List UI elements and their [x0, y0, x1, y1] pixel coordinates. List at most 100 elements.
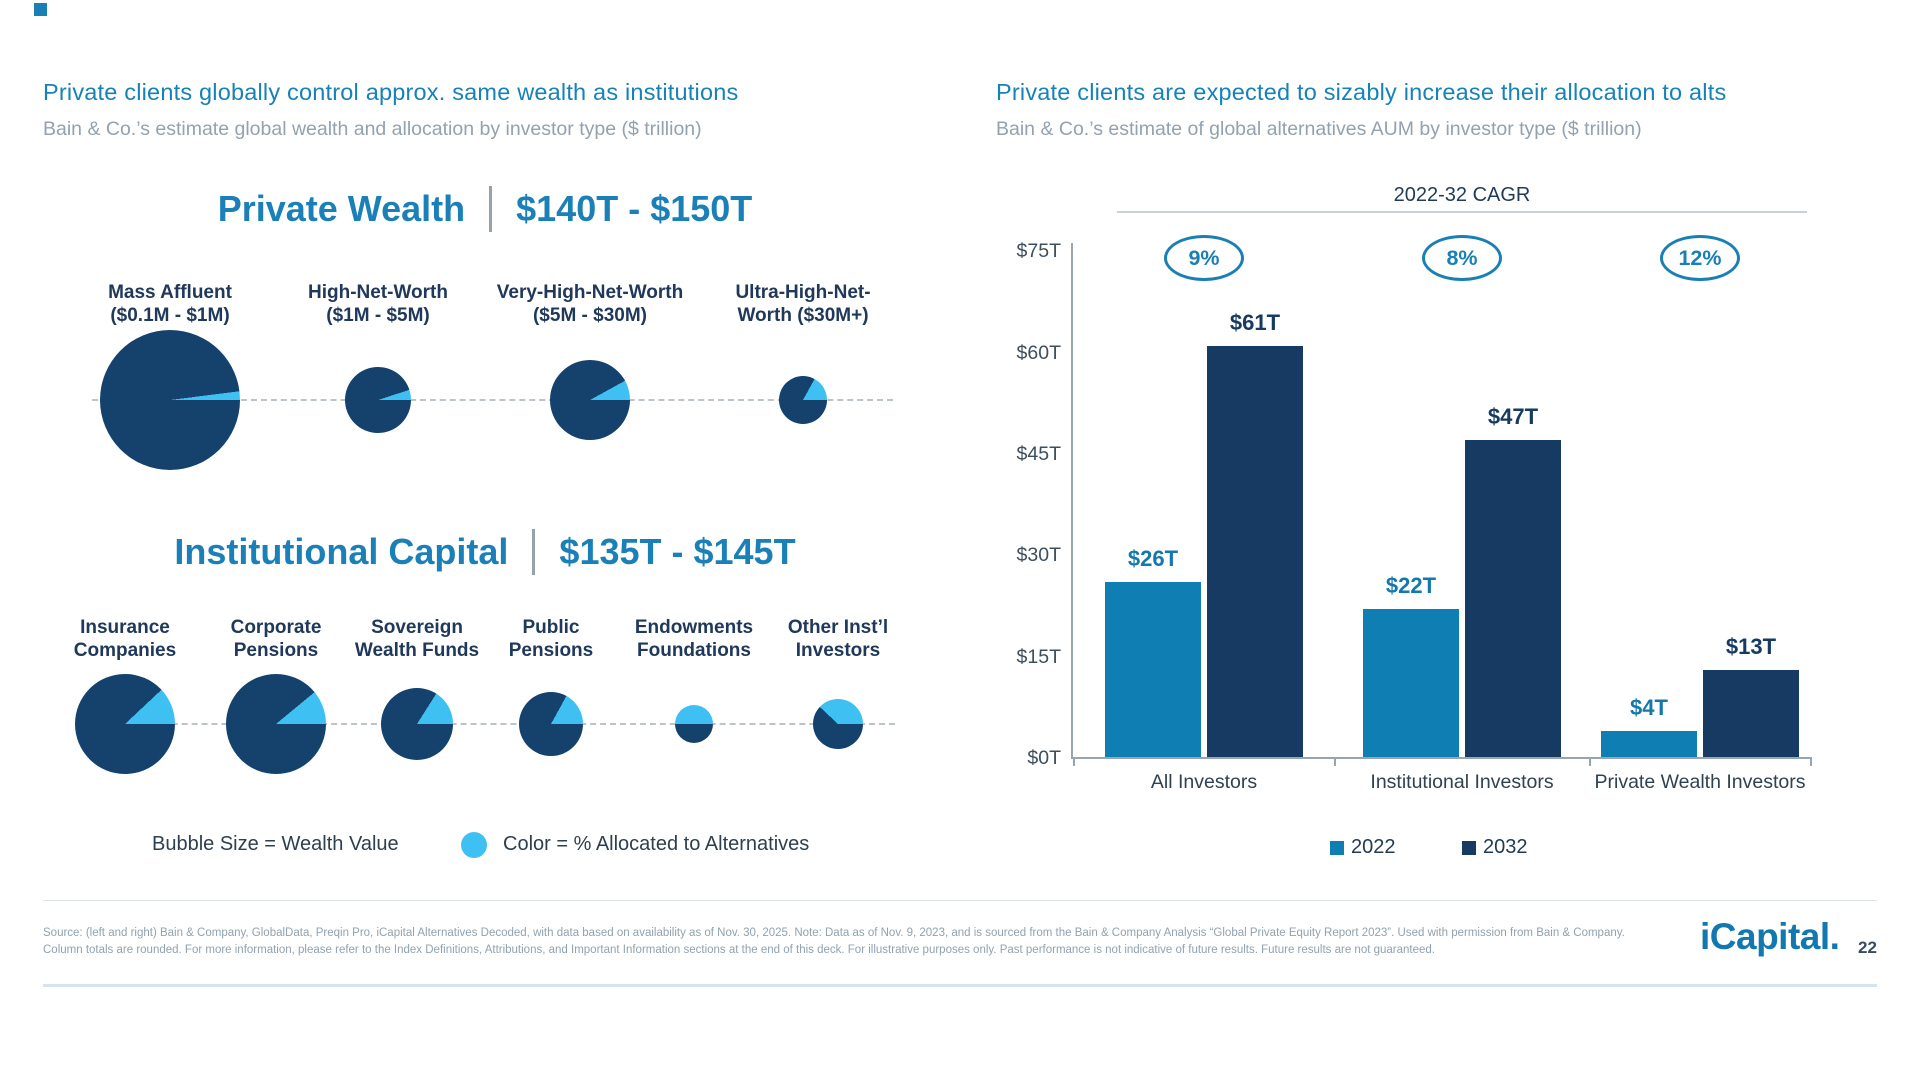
left-chart-subtitle: Bain & Co.’s estimate global wealth and … [43, 118, 702, 140]
bubble-category-label-line: Mass Affluent [108, 282, 232, 303]
bubble-category-label-ultra-high-net: Ultra-High-Net- Worth ($30M+) [693, 281, 913, 327]
bubble-category-label-line: Sovereign [371, 617, 463, 638]
cagr-title: 2022-32 CAGR [1393, 184, 1531, 206]
footer-top-divider [43, 900, 1877, 901]
bubble-category-label-sovereign: Sovereign Wealth Funds [307, 616, 527, 662]
y-tick-label-0: $0T [1027, 747, 1061, 769]
legend-label-2032: 2032 [1483, 836, 1528, 858]
bubble-category-label-line: Ultra-High-Net- [735, 282, 871, 303]
bubble-category-label-line: Corporate [230, 617, 322, 638]
axis-tick [1589, 758, 1591, 766]
cagr-badge-private-wealth-investors: 12% [1660, 235, 1740, 281]
bubble-category-label-line: Pensions [233, 640, 319, 661]
bubble-category-label-line: Worth ($30M+) [737, 305, 869, 326]
bubble-mass-affluent [100, 330, 240, 470]
bubble-category-label-line: Other Inst’l [787, 617, 889, 638]
icapital-logo-text: iCapital [1700, 916, 1830, 957]
legend-swatch-2022 [1330, 840, 1344, 855]
bubble-high-net-worth [345, 367, 411, 433]
bubble-very-high-net-worth [550, 360, 630, 440]
institutional-capital-range: $135T - $145T [559, 531, 796, 572]
bar-value-2032-institutional-investors: $47T [1487, 404, 1539, 430]
bar-2032-private-wealth-investors [1703, 670, 1799, 758]
private-wealth-heading-label: Private Wealth [217, 188, 466, 229]
private-wealth-heading: Private Wealth $140T - $150T [60, 186, 910, 232]
bubble-category-label-mass-affluent: Mass Affluent ($0.1M - $1M) [60, 281, 280, 327]
bubble-corporate [226, 674, 326, 774]
accent-square [34, 3, 47, 16]
cagr-underline [1117, 211, 1807, 213]
bubble-endowments [675, 705, 713, 743]
bar-2032-all-investors [1207, 345, 1303, 758]
bar-value-2022-private-wealth-investors: $4T [1630, 694, 1668, 720]
bar-value-2022-institutional-investors: $22T [1385, 573, 1437, 599]
bubble-category-label-line: Endowments [634, 617, 754, 638]
y-tick-label-15: $15T [1016, 645, 1061, 668]
bubble-category-label-line: Insurance [80, 617, 170, 638]
bubble-category-label-high-net-worth: High-Net-Worth ($1M - $5M) [268, 281, 488, 327]
bubble-ultra-high-net [779, 376, 827, 424]
bar-chart: $75T $60T $45T $30T $15T $0T 9% $26T $61T All Inv… [1016, 235, 1812, 793]
bubble-category-label-endowments: Endowments Foundations [584, 616, 804, 662]
legend-item-2032: 2032 [1462, 836, 1528, 859]
bubble-category-label-insurance: Insurance Companies [15, 616, 235, 662]
heading-separator [489, 186, 493, 232]
institutional-capital-heading: Institutional Capital $135T - $145T [60, 529, 910, 575]
y-tick-label-30: $30T [1016, 544, 1061, 567]
source-note: Source: (left and right) Bain & Company,… [43, 927, 1625, 956]
bar-2022-private-wealth-investors [1601, 730, 1697, 758]
bubble-category-label-other-inst-l: Other Inst’l Investors [728, 616, 948, 662]
legend-swatch-2032 [1462, 840, 1476, 855]
bar-2022-all-investors [1105, 582, 1201, 758]
heading-separator [532, 529, 536, 575]
legend-label-2022: 2022 [1351, 836, 1396, 858]
bubble-category-label-line: ($1M - $5M) [326, 305, 430, 326]
y-axis-line [1071, 243, 1073, 759]
bubble-public [519, 692, 583, 756]
bubble-category-label-corporate: Corporate Pensions [166, 616, 386, 662]
left-chart-title: Private clients globally control approx.… [43, 79, 739, 105]
icapital-logo-dot: . [1829, 916, 1840, 957]
bar-value-2032-all-investors: $61T [1229, 309, 1281, 335]
y-tick-label-45: $45T [1016, 442, 1061, 465]
bubble-category-label-line: ($0.1M - $1M) [110, 305, 230, 326]
bar-value-2032-private-wealth-investors: $13T [1725, 634, 1777, 660]
cagr-badge-institutional-investors: 8% [1422, 235, 1502, 281]
axis-tick [1810, 758, 1812, 766]
color-legend-swatch [461, 832, 487, 858]
x-category-label-all-investors: All Investors [1150, 771, 1258, 793]
bubble-category-label-line: Foundations [637, 640, 751, 661]
x-category-label-private-wealth-investors: Private Wealth Investors [1594, 771, 1806, 793]
x-category-label-institutional-investors: Institutional Investors [1370, 771, 1554, 793]
bubble-category-label-line: Companies [73, 640, 177, 661]
y-tick-label-60: $60T [1016, 341, 1061, 364]
bubble-category-label-line: High-Net-Worth [307, 282, 448, 303]
bubble-category-label-line: Very-High-Net-Worth [496, 282, 684, 303]
bubble-category-label-very-high-net-worth: Very-High-Net-Worth ($5M - $30M) [480, 281, 700, 327]
bubble-sovereign [381, 688, 453, 760]
bubble-axis-line [92, 723, 895, 725]
bubble-category-label-line: Wealth Funds [354, 640, 480, 661]
bubble-category-label-line: Investors [795, 640, 881, 661]
institutional-capital-heading-label: Institutional Capital [174, 531, 509, 572]
footer-bottom-divider [43, 984, 1877, 987]
bar-2022-institutional-investors [1363, 609, 1459, 758]
size-legend-label: Bubble Size = Wealth Value [152, 833, 399, 855]
bubble-other-inst-l [813, 699, 863, 749]
x-axis-line [1071, 757, 1812, 759]
color-legend-label: Color = % Allocated to Alternatives [503, 833, 810, 855]
private-wealth-range: $140T - $150T [516, 188, 753, 229]
bubble-category-label-line: ($5M - $30M) [532, 305, 648, 326]
bubble-category-label-line: Pensions [508, 640, 594, 661]
bubble-axis-line [92, 399, 893, 401]
icapital-logo: iCapital. [1700, 916, 1840, 958]
y-tick-label-75: $75T [1016, 240, 1061, 263]
right-chart-subtitle: Bain & Co.’s estimate of global alternat… [996, 118, 1642, 140]
bubble-insurance [75, 674, 175, 774]
axis-tick [1334, 758, 1336, 766]
bubble-chart: Mass Affluent ($0.1M - $1M) High-Net-Worth… [0, 0, 960, 900]
bar-value-2022-all-investors: $26T [1127, 546, 1179, 572]
bubble-category-label-line: Public [522, 617, 580, 638]
bubble-category-label-public: Public Pensions [441, 616, 661, 662]
